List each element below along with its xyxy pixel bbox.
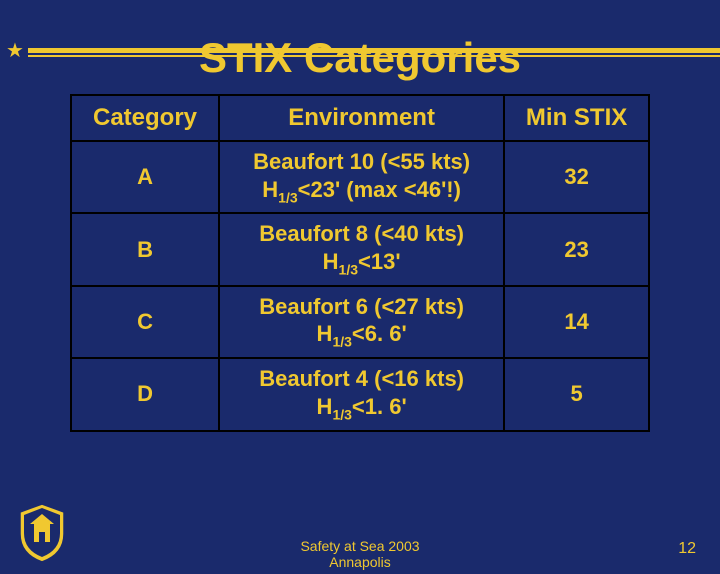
cell-environment: Beaufort 6 (<27 kts) H1/3<6. 6' — [219, 286, 504, 358]
top-rule-thin — [28, 55, 720, 57]
col-min-stix: Min STIX — [504, 95, 649, 141]
table-row: C Beaufort 6 (<27 kts) H1/3<6. 6' 14 — [71, 286, 649, 358]
table-row: A Beaufort 10 (<55 kts) H1/3<23' (max <4… — [71, 141, 649, 213]
cell-stix: 32 — [504, 141, 649, 213]
env-line1: Beaufort 6 (<27 kts) — [228, 293, 495, 321]
env-line1: Beaufort 10 (<55 kts) — [228, 148, 495, 176]
top-rule-thick — [28, 48, 720, 53]
stix-table: Category Environment Min STIX A Beaufort… — [70, 94, 650, 432]
cell-category: B — [71, 213, 219, 285]
page-title: STIX Categories — [0, 34, 720, 82]
env-line2: H1/3<6. 6' — [228, 320, 495, 351]
table-row: B Beaufort 8 (<40 kts) H1/3<13' 23 — [71, 213, 649, 285]
crest-icon — [14, 502, 70, 564]
col-category: Category — [71, 95, 219, 141]
env-line2: H1/3<13' — [228, 248, 495, 279]
footer-line1: Safety at Sea 2003 — [0, 538, 720, 554]
cell-stix: 23 — [504, 213, 649, 285]
env-line1: Beaufort 8 (<40 kts) — [228, 220, 495, 248]
cell-stix: 5 — [504, 358, 649, 430]
cell-stix: 14 — [504, 286, 649, 358]
cell-environment: Beaufort 10 (<55 kts) H1/3<23' (max <46'… — [219, 141, 504, 213]
table-row: D Beaufort 4 (<16 kts) H1/3<1. 6' 5 — [71, 358, 649, 430]
star-icon: ★ — [6, 38, 24, 63]
env-line2: H1/3<1. 6' — [228, 393, 495, 424]
stix-table-container: Category Environment Min STIX A Beaufort… — [70, 94, 650, 432]
page-number: 12 — [678, 540, 696, 558]
env-line2: H1/3<23' (max <46'!) — [228, 176, 495, 207]
cell-category: D — [71, 358, 219, 430]
cell-environment: Beaufort 8 (<40 kts) H1/3<13' — [219, 213, 504, 285]
footer: Safety at Sea 2003 Annapolis — [0, 538, 720, 570]
env-line1: Beaufort 4 (<16 kts) — [228, 365, 495, 393]
col-environment: Environment — [219, 95, 504, 141]
cell-category: C — [71, 286, 219, 358]
footer-line2: Annapolis — [0, 554, 720, 570]
table-header-row: Category Environment Min STIX — [71, 95, 649, 141]
cell-category: A — [71, 141, 219, 213]
cell-environment: Beaufort 4 (<16 kts) H1/3<1. 6' — [219, 358, 504, 430]
